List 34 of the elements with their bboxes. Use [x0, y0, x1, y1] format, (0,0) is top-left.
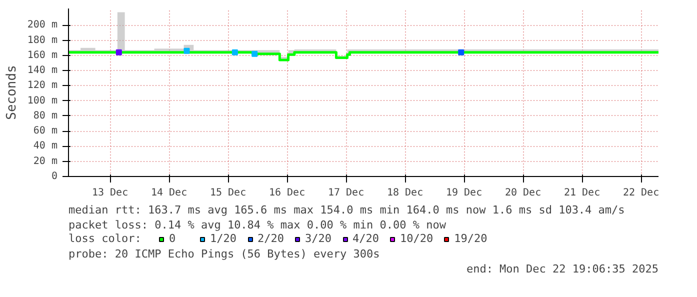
y-tick-label: 0: [51, 171, 58, 182]
x-tick-label: 15 Dec: [210, 188, 246, 198]
x-tick-label: 20 Dec: [504, 188, 542, 198]
legend-label: 1/20: [210, 232, 236, 245]
y-tick-label: 20 m: [33, 156, 58, 167]
y-axis-title: Seconds: [4, 65, 20, 120]
legend-label: 10/20: [400, 232, 434, 245]
y-tick-label: 100 m: [27, 95, 58, 106]
x-tick-label: 13 Dec: [92, 188, 128, 198]
y-tick-label: 80 m: [33, 110, 58, 122]
legend-title: loss color:: [68, 232, 142, 245]
legend-label: 19/20: [454, 232, 488, 245]
x-tick-label: 19 Dec: [446, 188, 482, 198]
legend-label: 4/20: [352, 232, 379, 245]
y-tick-label: 60 m: [33, 126, 58, 137]
y-tick-label: 160 m: [27, 50, 58, 61]
x-tick-label: 21 Dec: [564, 188, 600, 198]
legend-label: 2/20: [258, 232, 284, 245]
text: probe: 20 ICMP Echo Pings (56 Bytes) every 300s: [68, 248, 380, 260]
x-tick-label: 18 Dec: [386, 188, 424, 198]
text: end: Mon Dec 22 19:06:35 2025: [466, 262, 659, 276]
legend-label: 3/20: [305, 232, 332, 245]
legend-label: 0: [169, 232, 177, 245]
text: packet loss: 0.14 % avg 10.84 % max 0.00 % min 0.00 % now: [68, 218, 446, 232]
y-tick-label: 120 m: [27, 80, 58, 92]
x-tick-label: 17 Dec: [328, 188, 364, 198]
x-tick-label: 22 Dec: [622, 188, 660, 198]
text: median rtt: 163.7 ms avg 165.6 ms max 154.0 ms min 164.0 ms now 1.6 ms sd 103.4 am/s: [68, 204, 625, 216]
y-tick-label: 40 m: [33, 140, 58, 152]
y-tick-label: 180 m: [27, 34, 58, 46]
y-tick-label: 200 m: [27, 20, 58, 31]
y-tick-label: 140 m: [27, 65, 58, 76]
x-tick-label: 14 Dec: [150, 188, 188, 198]
x-tick-label: 16 Dec: [268, 188, 306, 198]
